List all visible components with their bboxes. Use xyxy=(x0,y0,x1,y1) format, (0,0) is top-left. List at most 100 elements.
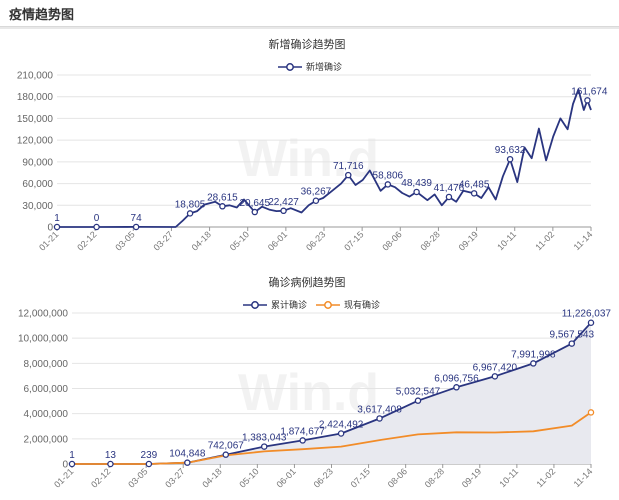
chart2-x-tick-label: 10-11 xyxy=(497,466,520,489)
chart1-data-point xyxy=(219,203,226,210)
chart1-title: 新增确诊趋势图 xyxy=(269,37,346,51)
chart1-x-tick-label: 06-23 xyxy=(304,229,327,252)
chart2-x-tick-label: 08-06 xyxy=(386,466,409,489)
chart2-x-tick-label: 11-02 xyxy=(534,466,557,489)
chart2-legend[interactable]: 累计确诊 现有确诊 xyxy=(243,299,380,310)
chart2-data-point xyxy=(491,373,499,380)
panel-title: 疫情趋势图 xyxy=(9,7,75,22)
chart1-x-tick-label: 06-01 xyxy=(266,229,289,252)
chart1-data-label: 36,267 xyxy=(301,187,332,198)
chart1-data-label: 22,427 xyxy=(268,197,299,208)
chart1-legend-label: 新增确诊 xyxy=(306,61,342,72)
chart2-data-point xyxy=(107,460,114,468)
chart1-y-tick-label: 0 xyxy=(47,223,53,234)
chart2-data-point xyxy=(414,397,422,404)
chart2-x-axis: 01-21 02-12 03-05 03-27 04-18 05-10 06-01 06-23… xyxy=(52,464,594,490)
chart2-data-point xyxy=(145,460,153,468)
chart1-y-tick-label: 210,000 xyxy=(17,71,54,82)
chart1-data-point xyxy=(93,223,100,231)
chart1-data-point xyxy=(506,155,514,163)
chart1-data-label: 41,476 xyxy=(434,183,465,194)
chart1-data-point xyxy=(445,193,453,201)
chart1-data-label: 46,485 xyxy=(459,179,490,190)
chart2-title: 确诊病例趋势图 xyxy=(269,275,346,289)
chart2-data-point xyxy=(222,451,230,458)
chart1-data-label: 20,645 xyxy=(239,198,270,209)
chart2-data-point xyxy=(568,340,576,347)
chart2-data-point xyxy=(453,384,460,391)
chart1-x-tick-label: 05-10 xyxy=(228,229,251,252)
chart1-data-point xyxy=(186,210,194,217)
chart1-legend[interactable]: 新增确诊 xyxy=(278,61,342,72)
chart2-data-label: 742,067 xyxy=(208,441,245,452)
chart1-x-tick-label: 03-05 xyxy=(113,229,136,252)
chart1-y-tick-label: 150,000 xyxy=(17,114,54,125)
chart1-y-tick-label: 120,000 xyxy=(17,136,54,147)
chart1-data-label: 58,806 xyxy=(373,170,404,181)
chart2-watermark: Win.d xyxy=(238,364,379,422)
chart2-data-label: 6,967,420 xyxy=(473,362,518,373)
chart2-data-label: 1,383,043 xyxy=(242,433,287,444)
chart1-data-label: 161,674 xyxy=(571,86,608,97)
chart2-x-tick-label: 03-27 xyxy=(163,466,186,489)
panel-header: 疫情趋势图 xyxy=(0,0,619,27)
chart2-x-tick-label: 02-12 xyxy=(89,466,112,489)
chart2-data-point xyxy=(337,430,345,437)
chart2-x-tick-label: 03-05 xyxy=(126,466,149,489)
chart1-series-line xyxy=(57,88,592,228)
chart1-x-tick-label: 11-14 xyxy=(572,229,595,252)
chart2-y-tick-label: 6,000,000 xyxy=(24,384,69,395)
chart1-y-tick-label: 30,000 xyxy=(22,201,53,212)
chart1-data-label: 18,805 xyxy=(175,199,206,210)
chart2-data-point xyxy=(68,460,76,468)
chart2-y-tick-label: 10,000,000 xyxy=(18,334,68,345)
chart1-data-label: 28,615 xyxy=(207,192,238,203)
chart1-data-point xyxy=(53,223,61,231)
chart1-data-label: 48,439 xyxy=(401,178,432,189)
chart2-data-label: 9,567,543 xyxy=(550,330,595,341)
chart2-legend-label-current: 现有确诊 xyxy=(344,299,380,310)
chart2-data-label: 1 xyxy=(69,450,75,461)
chart2-data-label: 1,874,677 xyxy=(280,426,325,437)
chart1-x-tick-label: 02-12 xyxy=(75,229,98,252)
chart1-x-tick-label: 04-18 xyxy=(190,229,213,252)
chart1-data-point xyxy=(470,190,478,197)
chart1-x-tick-label: 08-28 xyxy=(418,229,441,252)
chart1-data-point xyxy=(280,207,287,215)
chart1-data-point xyxy=(584,97,591,104)
chart2-data-label: 3,617,408 xyxy=(357,404,402,415)
chart1-data-label: 1 xyxy=(54,213,60,224)
chart2-data-point xyxy=(376,415,383,422)
chart1-data-label: 74 xyxy=(131,213,143,224)
chart2-data-labels: 1 13 239 104,848742,0671,383,0431,874,6772,… xyxy=(68,309,611,468)
chart2-x-tick-label: 01-21 xyxy=(52,466,75,489)
chart2-current-end-point xyxy=(587,409,595,416)
chart2-legend-label-cumulative: 累计确诊 xyxy=(271,299,307,310)
chart1-data-point xyxy=(384,181,392,188)
chart1-x-tick-label: 08-06 xyxy=(380,229,403,252)
chart1-x-axis: 01-21 02-12 03-05 03-27 04-18 05-10 06-01 06-23… xyxy=(37,227,594,253)
chart2-x-tick-label: 07-15 xyxy=(349,466,372,489)
chart1-data-point xyxy=(312,197,320,204)
chart2-series-area xyxy=(72,322,591,464)
chart2-x-tick-label: 04-18 xyxy=(200,466,223,489)
chart1-x-tick-label: 01-21 xyxy=(37,229,60,252)
header-separator xyxy=(0,27,619,29)
chart2-x-tick-label: 09-19 xyxy=(460,466,483,489)
chart2-data-label: 104,848 xyxy=(169,449,206,460)
chart1-data-label: 71,716 xyxy=(333,161,364,172)
chart2-x-tick-label: 06-23 xyxy=(312,466,335,489)
chart1-y-tick-label: 90,000 xyxy=(22,157,53,168)
chart2-y-tick-label: 0 xyxy=(62,460,68,471)
chart1-legend-marker xyxy=(286,63,294,71)
chart2-data-label: 239 xyxy=(141,450,158,461)
chart2-data-label: 13 xyxy=(105,450,117,461)
chart1-x-tick-label: 10-11 xyxy=(495,229,518,252)
chart1-y-tick-label: 180,000 xyxy=(17,92,54,103)
chart2-data-label: 5,032,547 xyxy=(396,387,441,398)
chart1-data-label: 0 xyxy=(94,213,100,224)
chart2-series-line xyxy=(72,411,592,465)
chart1-data-point xyxy=(251,208,259,216)
